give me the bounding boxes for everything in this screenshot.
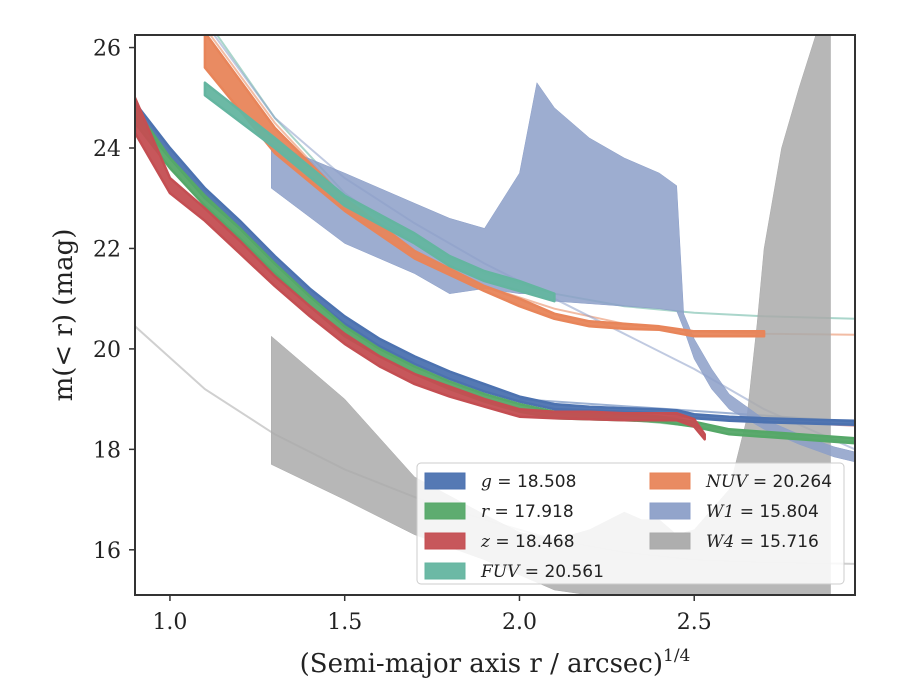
legend-swatch-z bbox=[424, 532, 466, 550]
band-fuv bbox=[203, 81, 556, 303]
y-tick-label: 18 bbox=[93, 438, 121, 463]
band-z bbox=[135, 96, 706, 441]
x-axis-label: (Semi-major axis r / arcsec)1/4 bbox=[300, 646, 691, 679]
x-tick-label: 2.5 bbox=[677, 610, 712, 635]
y-tick-label: 20 bbox=[93, 338, 121, 363]
legend-frame bbox=[416, 462, 845, 585]
x-tick-label: 1.5 bbox=[327, 610, 362, 635]
x-axis-label-text: (Semi-major axis r / arcsec) bbox=[300, 649, 663, 679]
y-tick-label: 16 bbox=[93, 539, 121, 564]
legend-label-g: g = 18.508 bbox=[481, 472, 576, 492]
legend-label-z: z = 18.468 bbox=[480, 532, 575, 552]
x-axis-label-exponent: 1/4 bbox=[663, 646, 690, 666]
legend-swatch-w4 bbox=[649, 532, 691, 550]
y-axis-ticks: 16 18 20 22 24 26 bbox=[93, 37, 135, 564]
legend-swatch-nuv bbox=[649, 472, 691, 490]
legend-label-fuv: FUV = 20.561 bbox=[480, 562, 604, 582]
legend-label-nuv: NUV = 20.264 bbox=[705, 472, 832, 492]
plot-frame bbox=[134, 34, 856, 596]
y-tick-label: 24 bbox=[93, 137, 121, 162]
legend-swatch-w1 bbox=[649, 502, 691, 520]
x-tick-label: 2.0 bbox=[502, 610, 537, 635]
legend: g = 18.508 r = 17.918 z = 18.468 FUV = 20.5… bbox=[416, 462, 845, 585]
x-axis-ticks: 1.0 1.5 2.0 2.5 bbox=[152, 595, 712, 635]
band-nuv bbox=[203, 35, 766, 338]
legend-label-w1: W1 = 15.804 bbox=[706, 502, 819, 522]
legend-label-r: r = 17.918 bbox=[481, 502, 574, 522]
band-g bbox=[135, 101, 855, 426]
legend-swatch-r bbox=[424, 502, 466, 520]
legend-swatch-g bbox=[424, 472, 466, 490]
y-tick-label: 22 bbox=[93, 237, 121, 262]
y-axis-label: m(< r) (mag) bbox=[49, 229, 79, 402]
legend-label-w4: W4 = 15.716 bbox=[706, 532, 819, 552]
x-tick-label: 1.0 bbox=[152, 610, 187, 635]
legend-swatch-fuv bbox=[424, 562, 466, 580]
y-tick-label: 26 bbox=[93, 37, 121, 62]
